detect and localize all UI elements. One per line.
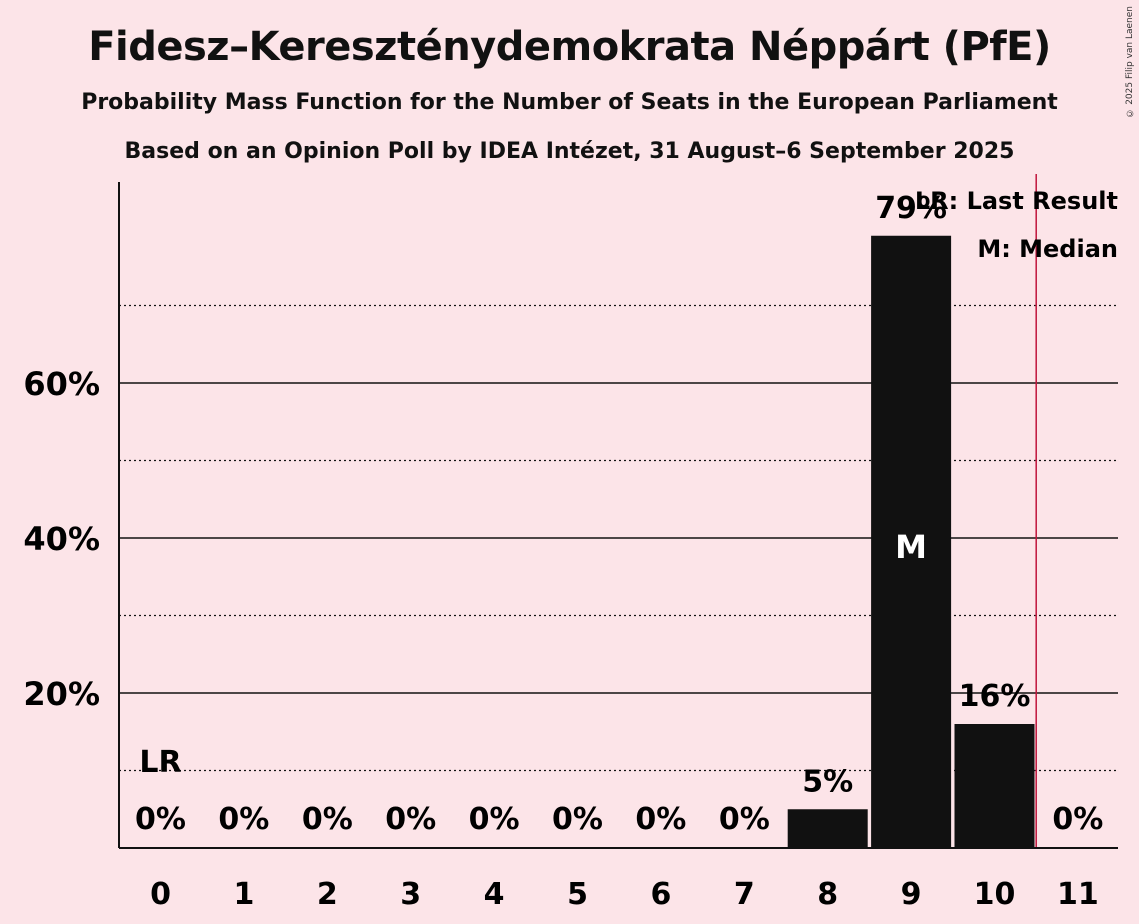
bar-seat-9 [871,235,952,848]
y-tick-label-20: 20% [23,675,100,713]
value-label-seat-6: 0% [635,802,686,837]
x-tick-label-5: 5 [567,877,588,912]
legend-median: M: Median [977,235,1118,263]
value-label-seat-2: 0% [302,802,353,837]
bar-seat-8 [787,809,868,848]
value-label-seat-5: 0% [552,802,603,837]
value-label-seat-4: 0% [469,802,520,837]
labels-group: 20% 40% 60% 0 1 2 3 4 5 6 7 8 9 10 11 0% 0% 0% 0% 0% 0% 0% 0% 5… [23,191,1103,912]
y-tick-label-40: 40% [23,520,100,558]
y-tick-label-60: 60% [23,365,100,403]
value-label-seat-9: 79% [875,191,947,226]
value-label-seat-3: 0% [385,802,436,837]
value-label-seat-11: 0% [1052,802,1103,837]
chart-subtitle: Probability Mass Function for the Number… [81,90,1058,115]
value-label-seat-7: 0% [719,802,770,837]
x-tick-label-11: 11 [1057,877,1099,912]
x-tick-label-9: 9 [901,877,922,912]
x-tick-label-10: 10 [974,877,1016,912]
legend-last-result: LR: Last Result [915,187,1118,215]
x-tick-label-2: 2 [317,877,338,912]
axes-group [118,174,1118,849]
x-tick-label-3: 3 [400,877,421,912]
chart-source: Based on an Opinion Poll by IDEA Intézet… [124,139,1015,164]
bars-group [787,235,1035,848]
x-tick-label-1: 1 [233,877,254,912]
last-result-marker: LR [139,745,181,780]
x-tick-label-4: 4 [484,877,505,912]
x-tick-label-0: 0 [150,877,171,912]
bar-seat-10 [954,724,1035,848]
x-tick-label-6: 6 [650,877,671,912]
value-label-seat-1: 0% [218,802,269,837]
chart-title: Fidesz–Kereszténydemokrata Néppárt (PfE) [88,24,1051,70]
x-tick-label-8: 8 [817,877,838,912]
x-tick-label-7: 7 [734,877,755,912]
grid-lines [119,304,1118,772]
value-label-seat-8: 5% [802,764,853,799]
value-label-seat-0: 0% [135,802,186,837]
median-marker: M [895,528,927,566]
value-label-seat-10: 16% [959,679,1031,714]
